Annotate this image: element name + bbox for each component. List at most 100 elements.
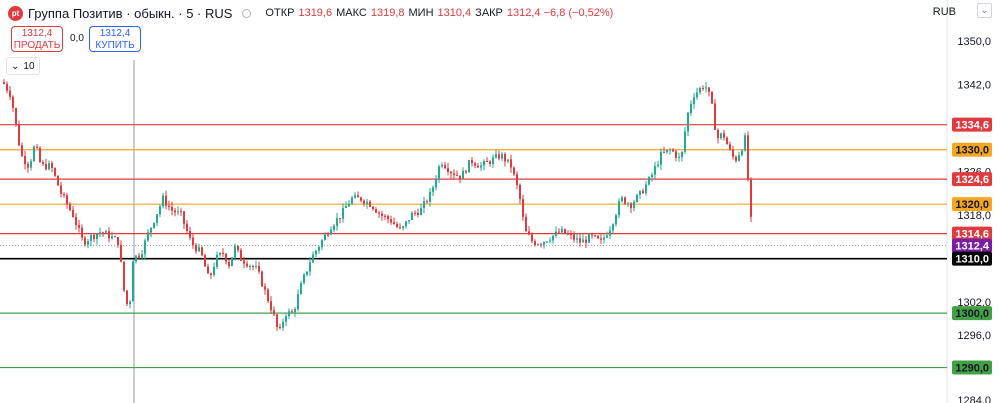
candle (363, 199, 365, 207)
candle (735, 155, 737, 163)
candle (285, 313, 287, 327)
candle (246, 260, 248, 268)
candle (531, 232, 533, 244)
close-label: ЗАКР (475, 7, 503, 19)
level-price-badge[interactable]: 1334,6 (952, 117, 992, 132)
candle (69, 201, 71, 212)
sell-button[interactable]: 1312,4 ПРОДАТЬ (11, 26, 63, 52)
candle (399, 223, 401, 230)
candle (534, 239, 536, 247)
candle (90, 233, 92, 247)
candle (228, 259, 230, 269)
symbol-title[interactable]: Группа Позитив · обыкн. · 5 · RUS (28, 5, 233, 21)
candle (573, 231, 575, 243)
candle (468, 160, 470, 173)
candle (582, 234, 584, 243)
level-price-badge[interactable]: 1324,6 (952, 172, 992, 187)
currency-label[interactable]: RUB (932, 6, 956, 18)
candle (147, 228, 149, 242)
level-price-badge[interactable]: 1330,0 (952, 142, 992, 157)
candle (558, 228, 560, 234)
candle (597, 235, 599, 240)
candle (432, 185, 434, 197)
candle (618, 198, 620, 219)
candle (156, 214, 158, 227)
spread-value: 0,0 (70, 33, 84, 44)
candle (423, 196, 425, 214)
candle (327, 231, 329, 238)
close-value: 1312,4 −6,8 (−0,52%) (506, 7, 614, 19)
candle (609, 225, 611, 240)
candle (81, 224, 83, 241)
candle (639, 190, 641, 200)
candle (360, 196, 362, 203)
chevron-down-icon[interactable]: ⌄ (977, 3, 992, 18)
candle (606, 231, 608, 239)
candle (192, 232, 194, 249)
candle (354, 192, 356, 199)
ohlc-values: ОТКР 1319,6 МАКС 1319,8 МИН 1310,4 ЗАКР … (265, 7, 613, 19)
candle (633, 199, 635, 212)
candle (522, 194, 524, 221)
candle (699, 86, 701, 95)
level-price-badge[interactable]: 1300,0 (952, 306, 992, 321)
candle (45, 158, 47, 171)
candle (498, 150, 500, 161)
candle (231, 257, 233, 267)
candle (27, 161, 29, 173)
candle (738, 151, 740, 162)
svg-text:1300,0: 1300,0 (955, 308, 989, 320)
candle (183, 210, 185, 229)
open-value: 1319,6 (298, 7, 333, 19)
buy-button[interactable]: 1312,4 КУПИТЬ (89, 26, 141, 52)
candle (486, 157, 488, 162)
candle (93, 233, 95, 243)
y-axis-tick-label: 1318,0 (957, 210, 991, 222)
candle (9, 85, 11, 101)
candle (303, 272, 305, 285)
candle (51, 160, 53, 173)
candle (588, 232, 590, 243)
level-price-badge[interactable]: 1320,0 (952, 197, 992, 212)
candle (729, 141, 731, 151)
candle (666, 149, 668, 155)
candle (159, 204, 161, 218)
candle (357, 191, 359, 198)
volume-toggle[interactable]: ⌄ 10 (6, 57, 40, 75)
candle (291, 309, 293, 313)
market-status-icon[interactable] (242, 8, 252, 18)
candle (21, 142, 23, 158)
svg-text:1330,0: 1330,0 (955, 145, 989, 157)
candle (348, 200, 350, 207)
chevron-down-icon: ⌄ (11, 60, 20, 72)
candle (405, 220, 407, 229)
high-value: 1319,8 (370, 7, 405, 19)
candle (684, 127, 686, 155)
candle (18, 120, 20, 147)
candle (30, 158, 32, 171)
candle (447, 162, 449, 176)
level-price-badge[interactable]: 1312,4 (952, 238, 992, 253)
candle (660, 148, 662, 171)
candle (654, 161, 656, 179)
candle (24, 150, 26, 170)
level-price-badge[interactable]: 1310,0 (952, 251, 992, 266)
candle (723, 129, 725, 141)
candle (450, 170, 452, 179)
candle (129, 299, 131, 309)
level-price-badge[interactable]: 1290,0 (952, 360, 992, 375)
candle (312, 251, 314, 263)
candle (750, 177, 752, 223)
candle (651, 172, 653, 182)
svg-text:1320,0: 1320,0 (955, 199, 989, 211)
candle (567, 230, 569, 236)
candle (378, 210, 380, 219)
candle (270, 296, 272, 314)
candle (630, 202, 632, 214)
level-price-badge[interactable]: 1314,6 (952, 226, 992, 241)
candle (747, 131, 749, 182)
candle (459, 175, 461, 184)
candle (372, 205, 374, 211)
candle (504, 152, 506, 167)
